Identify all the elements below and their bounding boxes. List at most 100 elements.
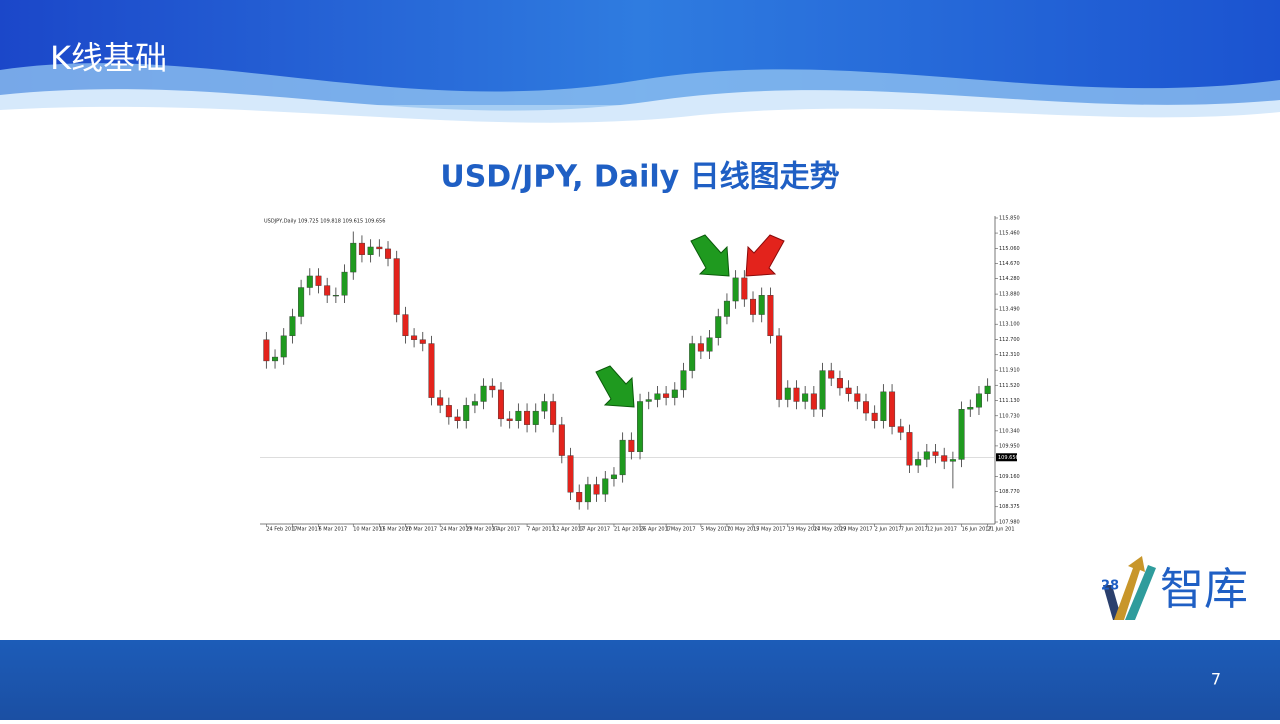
x-tick-label: 15 Mar 2017 [379,527,411,533]
y-tick-label: 114.280 [999,276,1020,282]
candle-body [845,387,852,394]
y-tick-label: 110.340 [999,428,1020,434]
x-tick-label: 1 May 2017 [666,527,695,533]
candle-body [332,295,339,297]
candle-body [393,258,400,315]
y-tick-label: 115.060 [999,246,1020,252]
candle-body [836,378,843,389]
x-tick-label: 7 Apr 2017 [527,527,555,533]
y-tick-label: 107.980 [999,520,1020,526]
x-tick-label: 29 May 2017 [840,527,873,533]
current-price-box [996,453,1017,462]
candle-body [315,275,322,286]
candle-body [697,343,704,352]
candle-body [871,412,878,421]
y-tick-label: 112.700 [999,337,1020,343]
plot: 115.850 115.460 115.060 114.670 114.280 113.8… [260,216,1020,533]
x-tick-label: 24 Feb 2017 [266,527,297,533]
candle-body [828,370,835,379]
y-tick-label: 111.910 [999,368,1020,374]
x-tick-label: 10 Mar 2017 [353,527,385,533]
y-tick-label: 113.100 [999,322,1020,328]
candle-body [915,459,922,466]
candle-body [906,432,913,466]
slide-title: K线基础 [50,39,167,77]
candle-body [567,455,574,493]
current-price-label: 109.656 [998,455,1019,461]
x-tick-label: 3 Apr 2017 [492,527,520,533]
y-tick-label: 108.375 [999,504,1020,510]
candle-body [854,393,861,402]
candle-body [958,409,965,460]
x-tick-label: 15 May 2017 [753,527,786,533]
candle-body [298,287,305,317]
y-tick-label: 113.490 [999,307,1020,313]
candle-body [584,484,591,503]
footer-band [0,640,1280,720]
y-tick-label: 115.850 [999,216,1020,222]
chart-frame [258,213,1020,541]
candle-body [645,399,652,402]
candle-body [619,439,626,476]
x-tick-label: 26 Apr 2017 [640,527,671,533]
logo-mark [1114,556,1145,620]
candle-body [984,385,991,394]
arrow-top-signal [690,234,730,277]
candle-body [663,393,670,398]
candle-body [732,277,739,302]
candle-body [862,401,869,414]
candle-body [263,339,270,362]
candle-body [376,246,383,250]
y-tick-label: 112.310 [999,352,1020,358]
y-tick-label: 110.730 [999,413,1020,419]
candle-body [480,385,487,402]
candle-body [306,275,313,288]
candle-body [776,335,783,400]
candle-body [602,478,609,495]
candle-body [367,246,374,255]
chart-title: USD/JPY, Daily 日线图走势 [440,160,839,195]
candle-body [419,339,426,344]
candle-body [880,391,887,421]
candle-body [402,314,409,337]
candle-body [949,459,956,462]
x-tick-label: 2 Jun 2017 [875,527,902,533]
candle-body [941,455,948,462]
arrow-top-signal [745,234,785,277]
candle-body [280,335,287,358]
candle-body [506,418,513,421]
x-tick-label: 1 Mar 2017 [292,527,321,533]
candle-body [932,451,939,456]
candle-body [497,389,504,420]
candle-body [576,492,583,503]
candle-body [741,277,748,300]
candle-body [272,356,279,362]
x-tick-label: 29 Mar 2017 [466,527,498,533]
candle-body [558,424,565,456]
candle-body [810,393,817,410]
x-tick-label: 5 May 2017 [701,527,730,533]
candle-body [767,295,774,337]
x-tick-label: 6 Mar 2017 [318,527,347,533]
candle-body [463,405,470,421]
candle-body [445,405,452,418]
y-tick-label: 111.520 [999,383,1020,389]
candle-body [689,343,696,371]
x-tick-label: 24 Mar 2017 [440,527,472,533]
x-tick-label: 21 Apr 2017 [614,527,645,533]
x-tick-label: 10 May 2017 [727,527,760,533]
candle-body [471,401,478,406]
candle-body [784,387,791,400]
x-tick-label: 17 Apr 2017 [579,527,610,533]
candle-body [437,397,444,406]
y-tick-label: 115.460 [999,231,1020,237]
candle-body [550,401,557,425]
candle-body [793,387,800,402]
y-tick-label: 114.670 [999,261,1020,267]
candle-body [750,298,757,315]
candle-body [515,410,522,421]
chart-legend: USDJPY,Daily 109.725 109.818 109.615 109… [264,219,385,225]
logo-number: 28 [1101,579,1119,594]
y-tick-label: 108.770 [999,489,1020,495]
